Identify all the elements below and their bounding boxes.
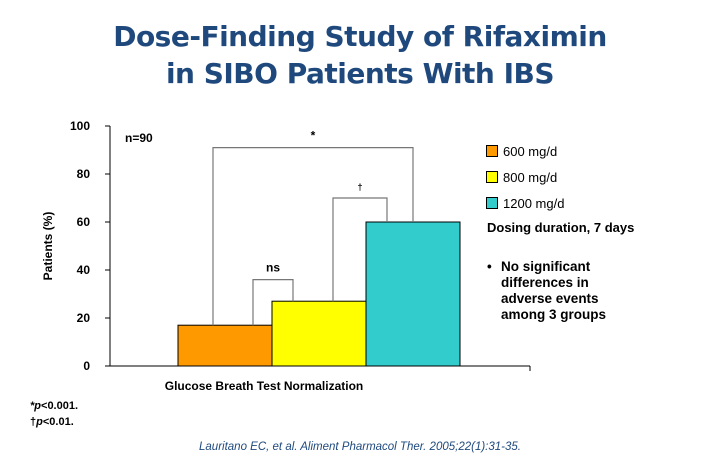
bar-800-mg-d xyxy=(271,300,367,367)
sample-size-label: n=90 xyxy=(125,131,153,145)
bracket-2: † xyxy=(332,182,388,302)
legend-item-600: 600 mg/d xyxy=(486,138,564,164)
bracket-line xyxy=(212,147,414,326)
bracket-label: ns xyxy=(266,261,280,275)
bullet-point: • No significant differences in adverse … xyxy=(487,259,641,323)
y-axis-label: Patients (%) xyxy=(41,212,55,281)
y-tick-label: 100 xyxy=(70,119,90,133)
footnote-1-p: p xyxy=(34,400,42,412)
bracket-line xyxy=(332,197,388,302)
legend-item-1200: 1200 mg/d xyxy=(486,190,564,216)
chart-legend: 600 mg/d 800 mg/d 1200 mg/d xyxy=(486,138,564,216)
legend-label-600: 600 mg/d xyxy=(503,143,558,159)
footnote-2-mark: † xyxy=(30,416,37,428)
legend-swatch-600 xyxy=(486,145,498,157)
footnotes: *p<0.001. †p<0.01. xyxy=(30,398,78,430)
footnote-1-text: <0.001. xyxy=(41,400,79,412)
bracket-3: ns xyxy=(252,261,294,326)
x-axis-label: Glucose Breath Test Normalization xyxy=(165,379,364,393)
significance-brackets: * † ns xyxy=(212,129,414,326)
footnote-2-p: p xyxy=(36,416,43,428)
bar-1200-mg-d xyxy=(365,221,461,367)
title-line-1: Dose-Finding Study of Rifaximin xyxy=(113,20,607,53)
title-line-2: in SIBO Patients With IBS xyxy=(165,57,555,90)
bracket-1: * xyxy=(212,129,414,326)
footnote-2: †p<0.01. xyxy=(30,414,78,430)
legend-swatch-1200 xyxy=(486,197,498,209)
bracket-label: † xyxy=(357,182,362,192)
footnote-1: *p<0.001. xyxy=(30,398,78,414)
bullet-icon: • xyxy=(487,259,492,274)
dosing-duration-text: Dosing duration, 7 days xyxy=(487,220,635,235)
legend-swatch-800 xyxy=(486,171,498,183)
footnote-2-text: <0.01. xyxy=(42,416,74,428)
legend-label-800: 800 mg/d xyxy=(503,169,558,185)
bracket-line xyxy=(252,279,294,326)
bracket-label: * xyxy=(311,129,316,143)
chart-bars xyxy=(177,221,461,367)
y-tick-label: 80 xyxy=(77,167,91,181)
y-tick-label: 40 xyxy=(77,263,91,277)
chart-axes: 0 20 40 60 80 100 xyxy=(70,119,531,373)
y-tick-label: 60 xyxy=(77,215,91,229)
slide-title: Dose-Finding Study of Rifaximin in SIBO … xyxy=(0,18,720,92)
bar-600-mg-d xyxy=(177,324,273,367)
footnote-1-mark: * xyxy=(30,400,35,412)
legend-item-800: 800 mg/d xyxy=(486,164,564,190)
bullet-text: No significant differences in adverse ev… xyxy=(501,259,607,322)
citation: Lauritano EC, et al. Aliment Pharmacol T… xyxy=(199,441,521,453)
y-tick-label: 0 xyxy=(83,359,90,373)
legend-label-1200: 1200 mg/d xyxy=(503,195,565,211)
y-tick-label: 20 xyxy=(77,311,91,325)
